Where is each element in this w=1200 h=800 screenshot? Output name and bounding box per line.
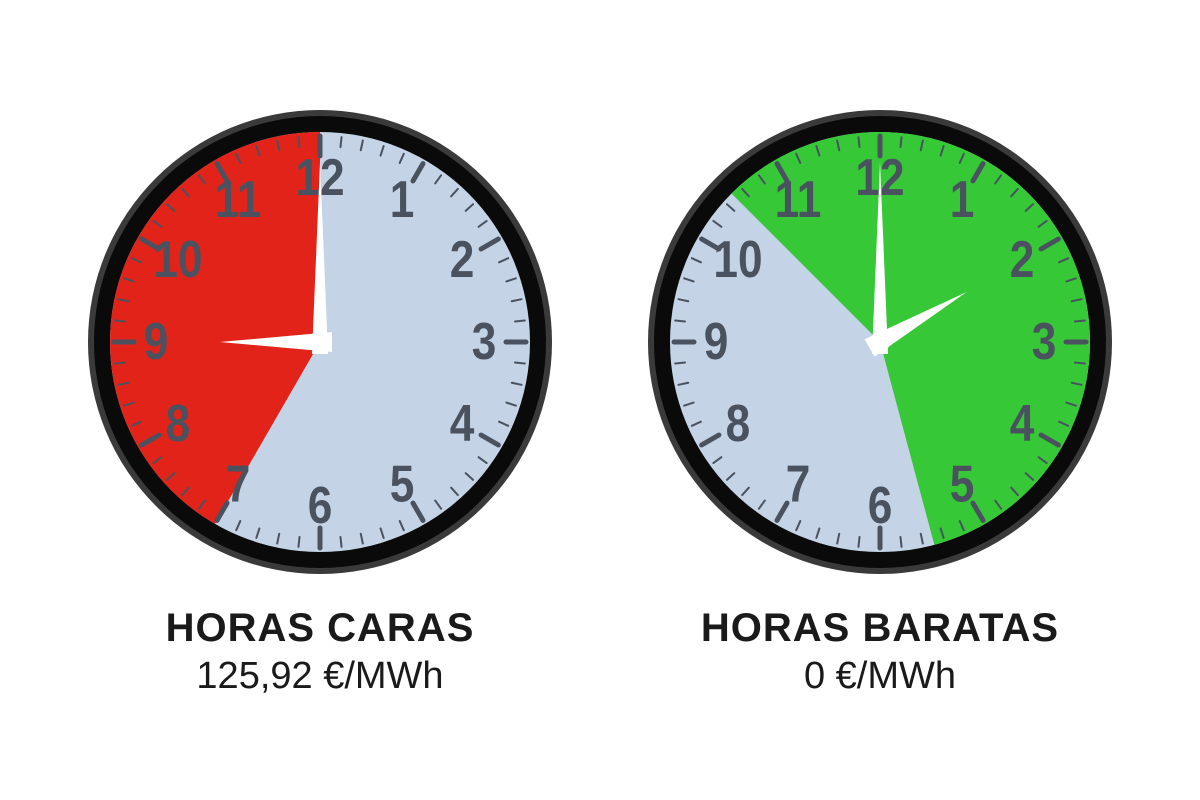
svg-text:7: 7 (226, 455, 251, 513)
cheap-hours-block: 121234567891011 HORAS BARATAS 0 €/MWh (640, 102, 1120, 698)
cheap-hours-title: HORAS BARATAS (701, 606, 1059, 651)
expensive-hours-title: HORAS CARAS (166, 606, 475, 651)
svg-text:8: 8 (726, 395, 751, 453)
cheap-hours-clock: 121234567891011 (640, 102, 1120, 582)
svg-text:11: 11 (215, 171, 262, 229)
svg-text:1: 1 (950, 171, 975, 229)
expensive-hours-price: 125,92 €/MWh (196, 655, 443, 698)
svg-text:5: 5 (390, 455, 415, 513)
svg-text:9: 9 (704, 313, 729, 371)
svg-text:2: 2 (450, 231, 475, 289)
svg-text:11: 11 (775, 171, 822, 229)
expensive-hours-block: 121234567891011 HORAS CARAS 125,92 €/MWh (80, 102, 560, 698)
svg-text:4: 4 (1010, 395, 1035, 453)
svg-text:7: 7 (786, 455, 811, 513)
svg-text:3: 3 (472, 313, 497, 371)
svg-text:5: 5 (950, 455, 975, 513)
cheap-hours-price: 0 €/MWh (804, 655, 956, 698)
svg-text:8: 8 (166, 395, 191, 453)
svg-text:9: 9 (144, 313, 169, 371)
svg-text:2: 2 (1010, 231, 1035, 289)
svg-text:3: 3 (1032, 313, 1057, 371)
svg-text:4: 4 (450, 395, 475, 453)
expensive-hours-clock: 121234567891011 (80, 102, 560, 582)
svg-text:10: 10 (153, 231, 202, 289)
svg-text:10: 10 (713, 231, 762, 289)
svg-text:6: 6 (868, 477, 893, 535)
svg-text:1: 1 (390, 171, 415, 229)
svg-text:6: 6 (308, 477, 333, 535)
